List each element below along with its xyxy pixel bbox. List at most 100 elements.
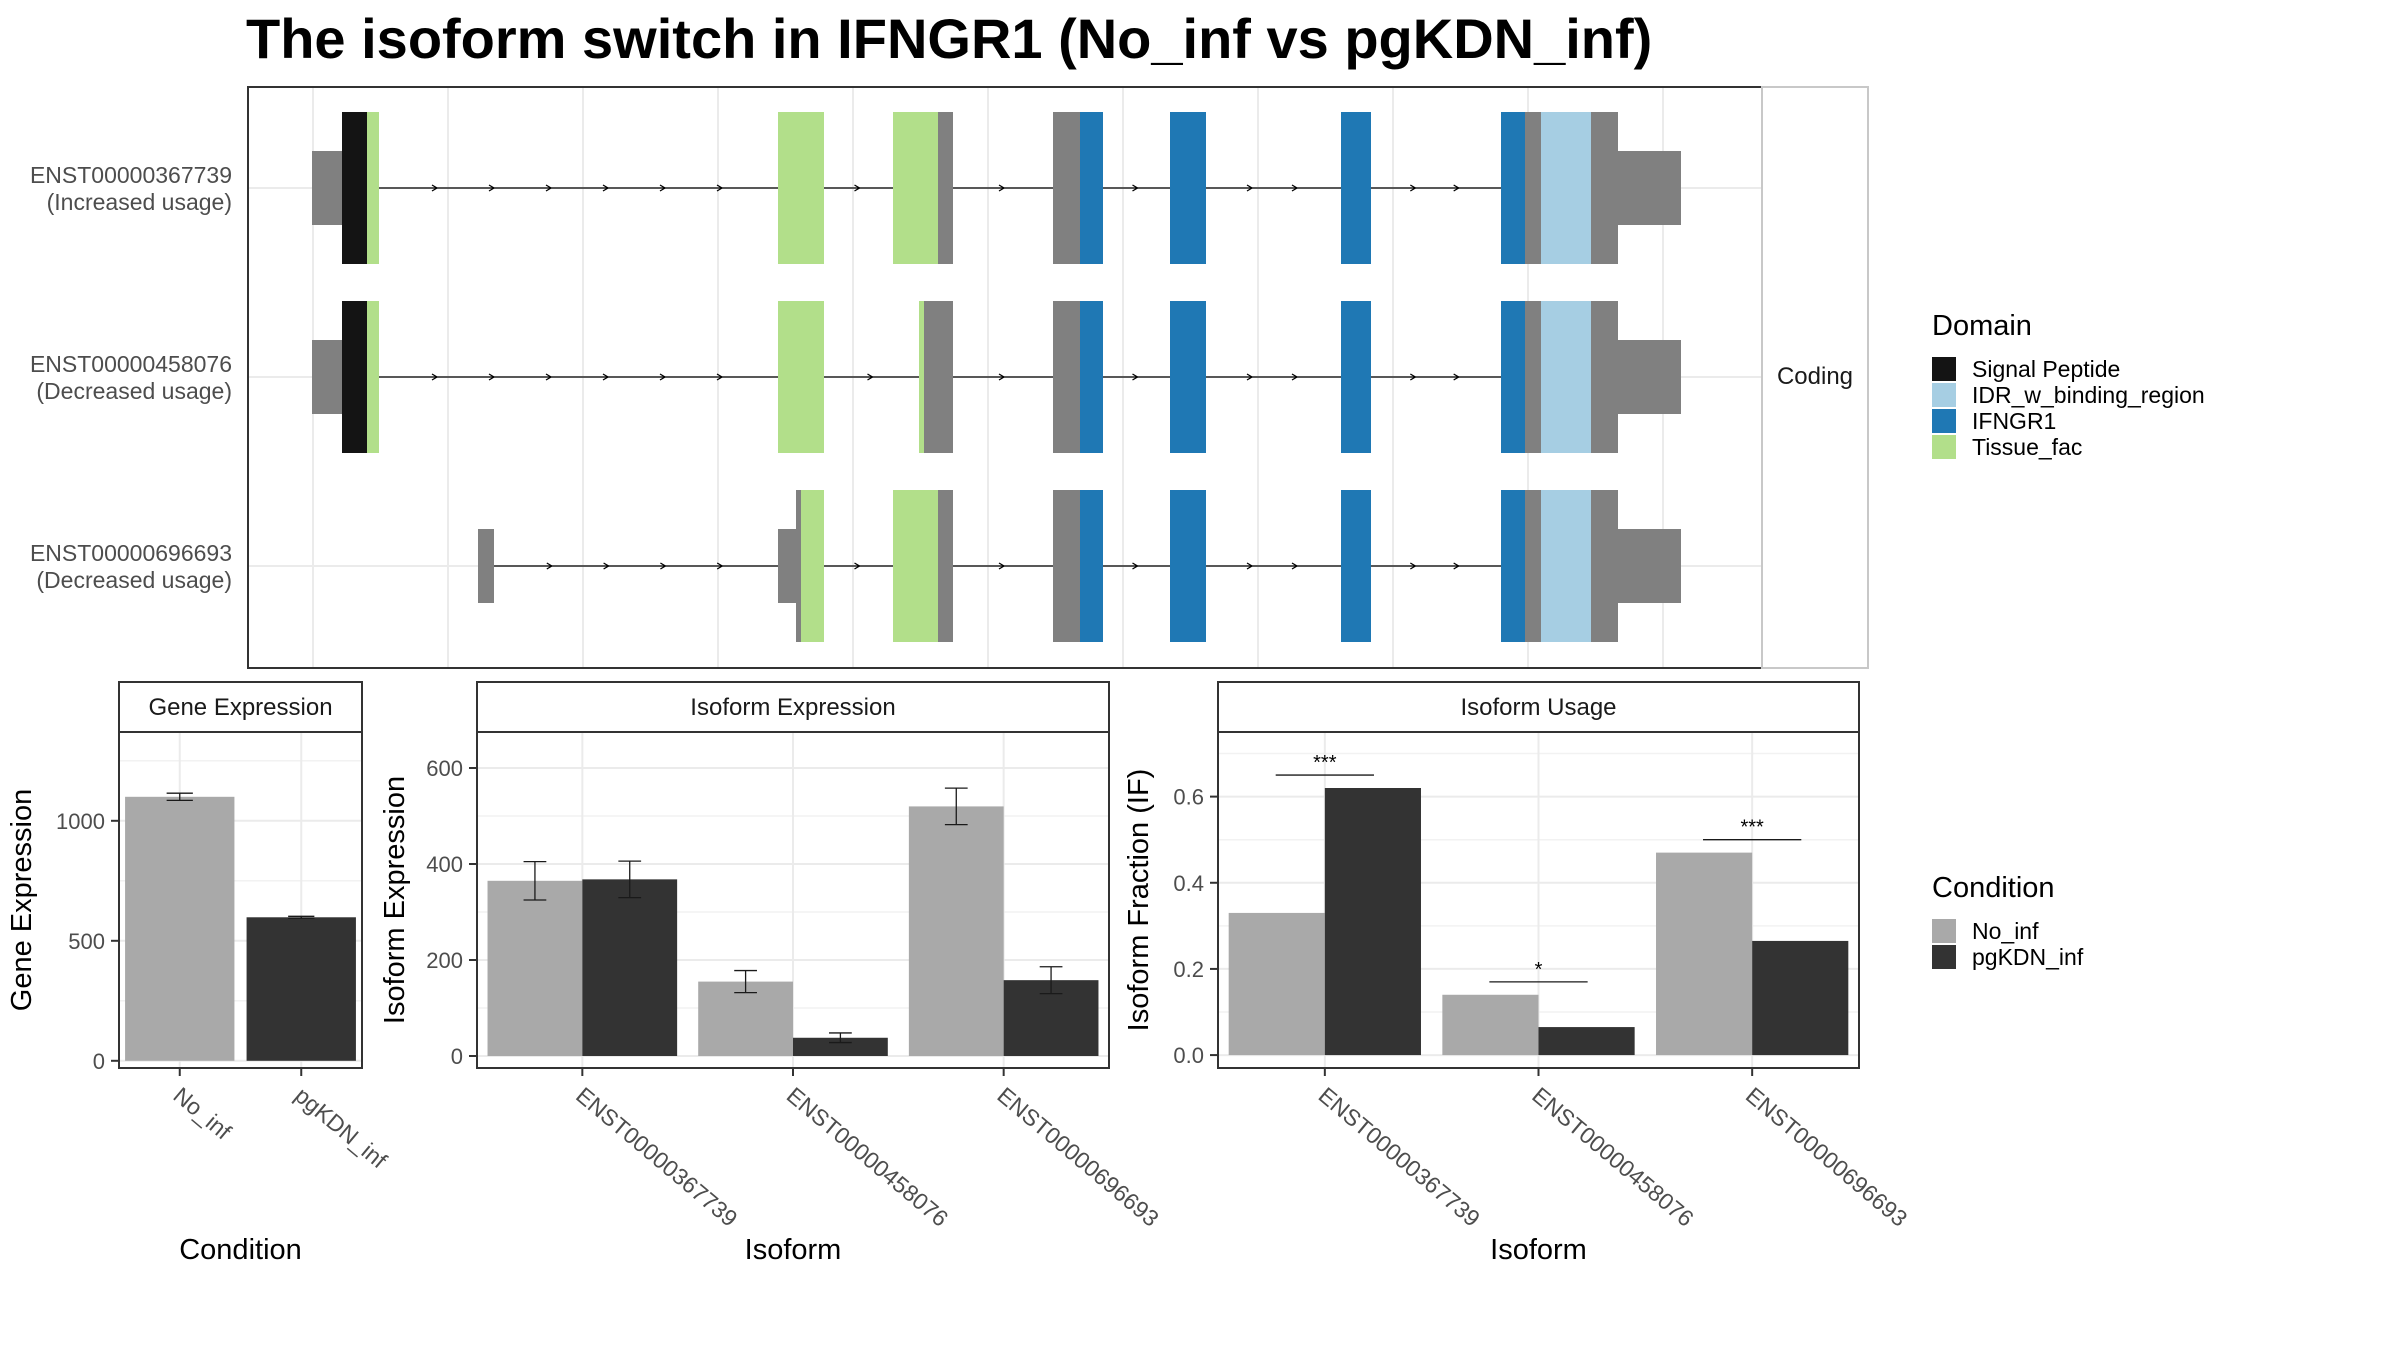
domain-legend-label: IDR_w_binding_region <box>1972 382 2205 408</box>
y-tick-label: 0 <box>93 1049 105 1074</box>
cds-exon-segment <box>1541 301 1591 453</box>
cds-exon-segment <box>1170 301 1206 453</box>
x-axis-title: Isoform <box>1490 1234 1587 1266</box>
cds-exon-segment <box>1525 301 1541 453</box>
cds-exon-segment <box>1080 301 1103 453</box>
intron-arrow <box>1132 184 1139 192</box>
intron-arrow <box>716 562 724 570</box>
transcript-row <box>478 490 1681 642</box>
x-axis-title: Condition <box>179 1234 302 1266</box>
intron-arrow <box>854 562 861 570</box>
significance-label: * <box>1535 959 1543 981</box>
y-tick-label: 500 <box>68 929 105 954</box>
domain-legend-label: Tissue_fac <box>1972 434 2082 460</box>
cds-exon-segment <box>1541 490 1591 642</box>
intron-arrow <box>867 373 874 381</box>
intron-arrow <box>1409 562 1417 570</box>
cds-exon-segment <box>1591 301 1618 453</box>
cds-exon-segment <box>1341 301 1371 453</box>
cds-exon-segment <box>938 112 953 264</box>
plot-border <box>118 731 363 1069</box>
intron-arrow <box>602 373 610 381</box>
gene-expression-panel: Gene Expression 0 500 1000 No_inf pgKDN_inf Co… <box>6 681 392 1266</box>
intron-arrow <box>431 184 439 192</box>
domain-legend-swatch <box>1932 357 1956 381</box>
cds-exon-segment <box>1053 112 1080 264</box>
cds-exon-segment <box>342 112 367 264</box>
condition-legend-label: pgKDN_inf <box>1972 944 2084 970</box>
intron-arrow <box>546 562 554 570</box>
intron-arrow <box>1453 562 1460 570</box>
cds-exon-segment <box>1053 490 1080 642</box>
intron-arrow <box>488 184 496 192</box>
cds-exon-segment <box>924 301 953 453</box>
utr-exon <box>1618 151 1681 225</box>
y-tick-label: 0.0 <box>1173 1043 1204 1068</box>
transcript-label: ENST00000696693 <box>30 540 232 566</box>
bar <box>698 981 793 1056</box>
intron-arrow <box>1246 184 1254 192</box>
bar <box>1656 852 1753 1056</box>
facet-label: Isoform Usage <box>1460 694 1616 721</box>
bar <box>582 879 678 1056</box>
bar <box>1442 994 1539 1056</box>
bar <box>793 1037 888 1056</box>
utr-exon <box>1618 340 1681 414</box>
intron-arrow <box>716 184 724 192</box>
x-tick-label: pgKDN_inf <box>290 1082 392 1174</box>
cds-exon-segment <box>1501 112 1525 264</box>
facet-strip <box>118 681 363 733</box>
intron-arrow <box>1291 184 1299 192</box>
intron-arrow <box>1409 373 1417 381</box>
intron-arrow <box>545 373 553 381</box>
y-tick-label: 0.4 <box>1173 871 1204 896</box>
bar <box>1752 940 1849 1056</box>
intron-arrow <box>1291 562 1299 570</box>
intron-arrow <box>659 373 667 381</box>
cds-exon-segment <box>1541 112 1591 264</box>
condition-legend-label: No_inf <box>1972 918 2039 944</box>
intron-arrow <box>998 562 1006 570</box>
utr-exon <box>1618 529 1681 603</box>
domain-legend: Domain Signal PeptideIDR_w_binding_region… <box>1932 310 2205 460</box>
intron-arrow <box>854 184 861 192</box>
cds-exon-segment <box>1080 112 1103 264</box>
structure-facet-strip <box>1761 86 1869 669</box>
bar <box>1324 788 1421 1056</box>
transcript-structure-panel: ENST00000367739(Increased usage) ENST0000… <box>30 86 1869 669</box>
condition-legend-swatch <box>1932 945 1956 969</box>
cds-exon-segment <box>1170 112 1206 264</box>
bar <box>246 917 356 1061</box>
y-tick-label: 200 <box>426 948 463 973</box>
facet-label: Gene Expression <box>148 694 332 721</box>
cds-exon-segment <box>893 490 938 642</box>
cds-exon-segment <box>1170 490 1206 642</box>
intron-arrow <box>1246 562 1254 570</box>
intron-arrow <box>488 373 496 381</box>
facet-strip <box>1217 681 1860 733</box>
y-tick-label: 600 <box>426 756 463 781</box>
condition-legend-title: Condition <box>1932 872 2055 904</box>
utr-exon <box>478 529 494 603</box>
domain-legend-title: Domain <box>1932 310 2032 342</box>
y-tick-label: 0 <box>451 1044 463 1069</box>
cds-exon-segment <box>1053 301 1080 453</box>
cds-exon-segment <box>1341 490 1371 642</box>
cds-exon-segment <box>367 112 379 264</box>
bar <box>1228 912 1325 1056</box>
intron-arrow <box>1132 562 1139 570</box>
bar <box>908 806 1004 1056</box>
y-tick-label: 1000 <box>56 809 105 834</box>
intron-arrow <box>431 373 439 381</box>
transcript-label: ENST00000367739 <box>30 162 232 188</box>
bar <box>1538 1027 1635 1056</box>
domain-legend-swatch <box>1932 435 1956 459</box>
x-tick-label: ENST00000458076 <box>782 1082 954 1232</box>
transcript-usage-label: (Decreased usage) <box>36 378 232 404</box>
condition-legend-swatch <box>1932 919 1956 943</box>
y-tick-label: 0.2 <box>1173 957 1204 982</box>
domain-legend-label: Signal Peptide <box>1972 356 2120 382</box>
cds-exon-segment <box>778 301 824 453</box>
isoform-usage-panel: Isoform Usage0.00.20.40.6*******ENST0000… <box>1123 681 1912 1266</box>
